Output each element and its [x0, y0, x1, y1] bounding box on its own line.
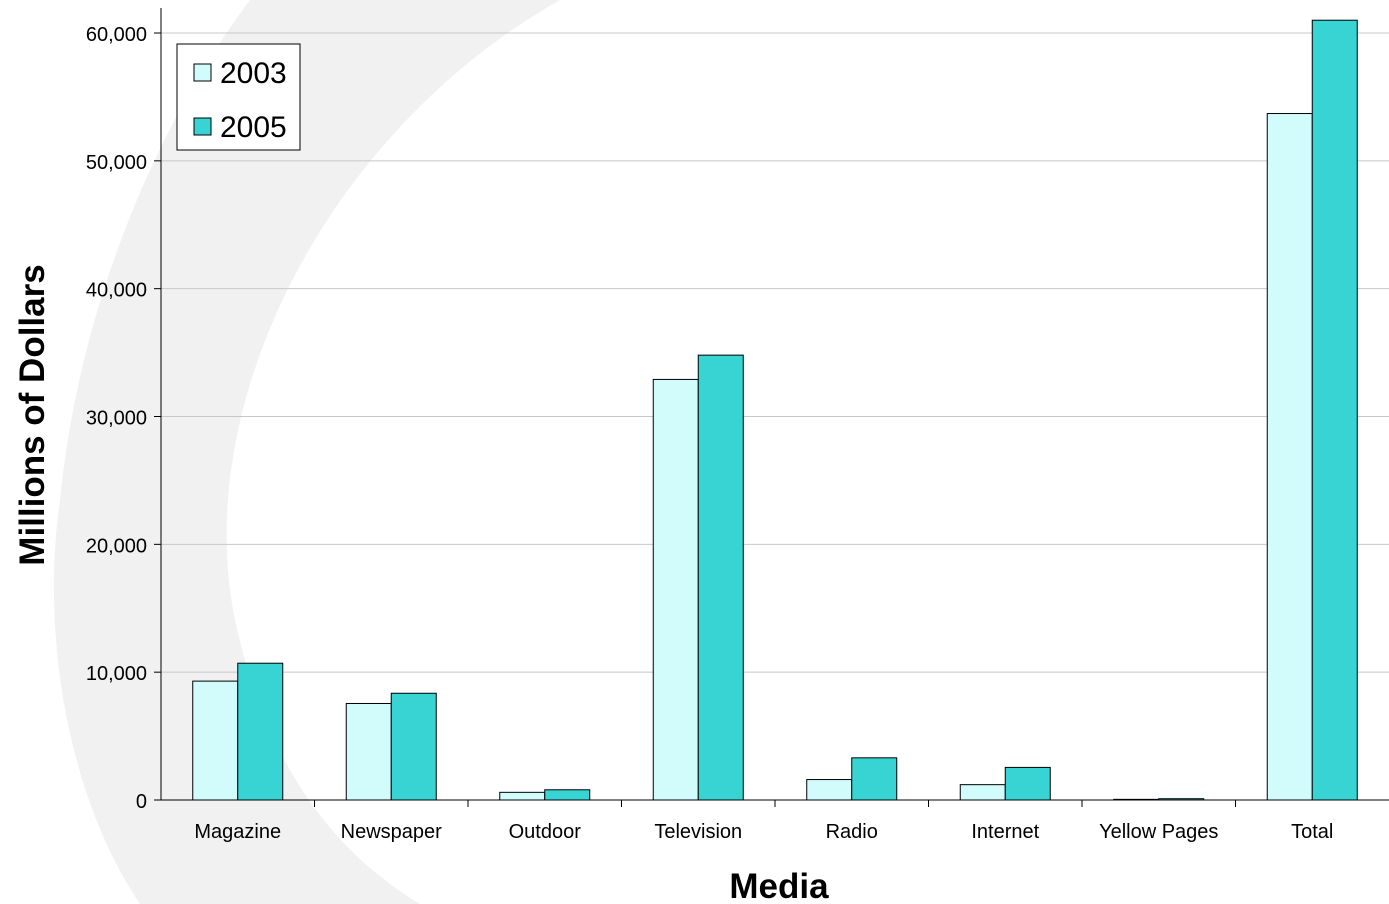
- x-tick-label: Radio: [826, 821, 878, 843]
- legend-label-2003: 2003: [220, 57, 287, 90]
- gridlines: [161, 32, 1389, 673]
- bar-outdoor-2003: [499, 791, 546, 801]
- x-tick-label: Newspaper: [341, 821, 443, 843]
- y-tick-label: 60,000: [86, 24, 147, 46]
- axes: [154, 8, 1389, 807]
- bar-radio-2005: [851, 757, 898, 801]
- x-tick-label: Internet: [971, 821, 1039, 843]
- x-tick-label: Total: [1291, 821, 1333, 843]
- bar-newspaper-2005: [390, 692, 437, 801]
- legend-swatch-2003: [193, 63, 212, 82]
- bar-television-2003: [652, 378, 699, 801]
- y-tick-label: 10,000: [86, 663, 147, 685]
- bar-magazine-2003: [192, 680, 239, 801]
- y-tick-label: 0: [136, 791, 147, 813]
- x-tick-label: Outdoor: [509, 821, 582, 843]
- bar-outdoor-2005: [544, 789, 591, 801]
- bars: [192, 19, 1358, 801]
- y-tick-label: 40,000: [86, 280, 147, 302]
- bar-total-2005: [1311, 19, 1358, 801]
- x-tick-labels: Magazine Newspaper Outdoor Television Radio I…: [194, 821, 1333, 843]
- x-tick-label: Magazine: [194, 821, 281, 843]
- y-axis-label: Millions of Dollars: [13, 264, 52, 565]
- bar-television-2005: [697, 354, 744, 801]
- x-axis-label: Media: [729, 867, 829, 904]
- y-tick-label: 50,000: [86, 152, 147, 174]
- legend-label-2005: 2005: [220, 111, 287, 144]
- legend: 2003 2005: [176, 43, 301, 151]
- background-swoosh: [53, 0, 560, 904]
- bar-total-2003: [1266, 113, 1313, 801]
- y-tick-label: 20,000: [86, 535, 147, 557]
- bar-magazine-2005: [237, 662, 284, 801]
- bar-internet-2003: [959, 784, 1006, 801]
- bar-internet-2005: [1004, 766, 1051, 801]
- bar-newspaper-2003: [345, 702, 392, 801]
- x-tick-label: Television: [654, 821, 742, 843]
- x-tick-label: Yellow Pages: [1099, 821, 1218, 843]
- bar-radio-2003: [806, 779, 853, 801]
- legend-swatch-2005: [193, 117, 212, 136]
- y-tick-labels: 0 10,000 20,000 30,000 40,000 50,000 60,000: [86, 24, 147, 813]
- y-tick-label: 30,000: [86, 408, 147, 430]
